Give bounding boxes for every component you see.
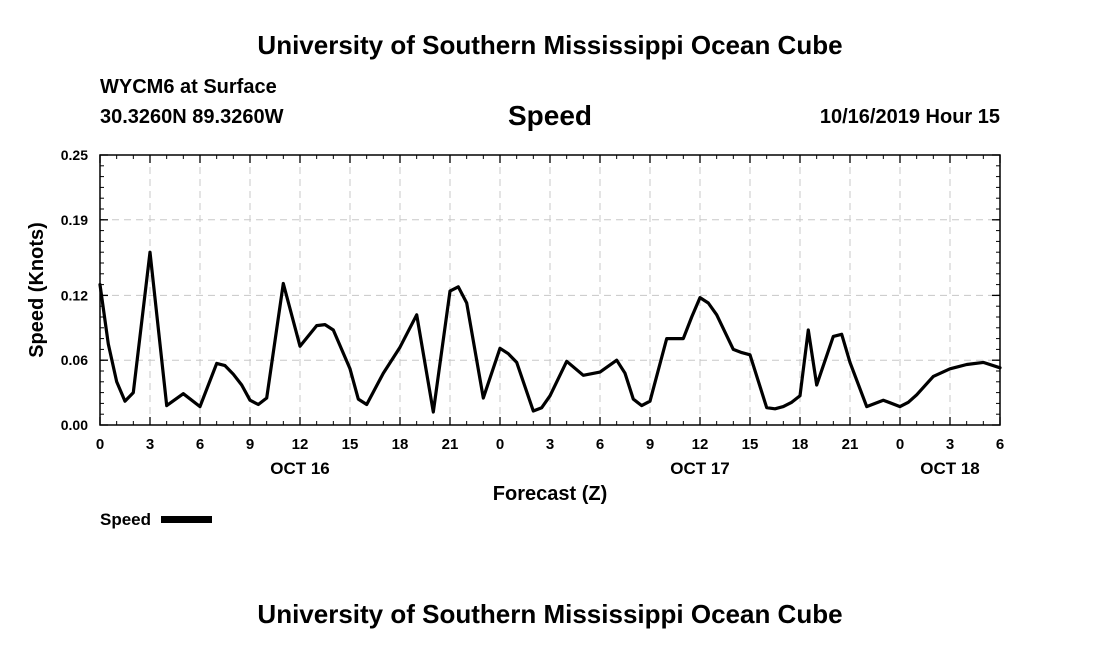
x-tick-label: 21 [842, 436, 859, 453]
station-label: WYCM6 at Surface [100, 76, 277, 98]
chart-title: Speed [507, 100, 593, 131]
x-tick-label: 6 [196, 436, 204, 453]
x-axis-label: Forecast (Z) [493, 483, 607, 505]
legend-label: Speed [100, 510, 151, 529]
x-tick-label: 9 [246, 436, 254, 453]
y-tick-label: 0.00 [61, 417, 88, 433]
coordinates-label: 30.3260N 89.3260W [100, 106, 284, 128]
y-tick-label: 0.06 [61, 352, 88, 368]
footer-title: University of Southern Mississippi Ocean… [257, 599, 843, 629]
speed-series-line [98, 250, 1002, 414]
y-tick-label: 0.12 [61, 287, 88, 303]
y-axis-label: Speed (Knots) [26, 222, 48, 358]
date-axis-label: OCT 17 [670, 459, 730, 478]
x-tick-label: 3 [546, 436, 554, 453]
x-tick-label: 12 [292, 436, 309, 453]
x-tick-label: 9 [646, 436, 654, 453]
x-tick-label: 18 [792, 436, 809, 453]
x-tick-label: 0 [96, 436, 104, 453]
x-tick-label: 6 [996, 436, 1004, 453]
x-tick-label: 15 [742, 436, 759, 453]
x-tick-label: 0 [896, 436, 904, 453]
date-axis-label: OCT 16 [270, 459, 330, 478]
x-tick-label: 0 [496, 436, 504, 453]
y-tick-label: 0.25 [61, 147, 88, 163]
y-tick-label: 0.19 [61, 212, 88, 228]
date-axis-label: OCT 18 [920, 459, 980, 478]
tick-marks [99, 154, 1001, 426]
grid-layer [100, 155, 1000, 425]
x-tick-label: 18 [392, 436, 409, 453]
page-title: University of Southern Mississippi Ocean… [257, 30, 843, 60]
tick-labels: 0 3 6 9 12 15 18 21 0 3 6 9 12 15 18 21 0 3 6 0.00 0.06 0.12 0… [61, 147, 1004, 478]
x-tick-label: 12 [692, 436, 709, 453]
x-tick-label: 3 [146, 436, 154, 453]
date-label: 10/16/2019 Hour 15 [819, 106, 1000, 128]
x-tick-label: 21 [442, 436, 459, 453]
x-tick-label: 15 [342, 436, 359, 453]
x-tick-label: 6 [596, 436, 604, 453]
x-tick-label: 3 [946, 436, 954, 453]
legend-swatch [161, 516, 212, 523]
